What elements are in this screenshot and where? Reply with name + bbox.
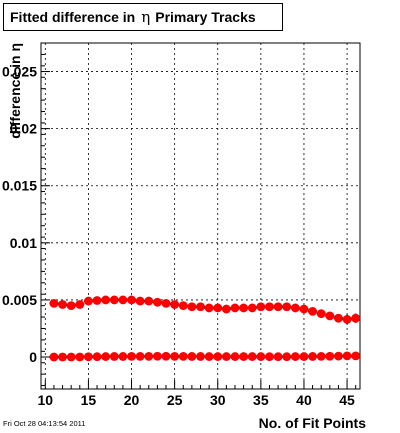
data-point [290, 352, 300, 361]
data-point [308, 352, 317, 361]
data-point [351, 351, 361, 361]
data-point [170, 300, 180, 309]
data-point [92, 296, 102, 305]
data-point [282, 352, 292, 362]
y-tick-label: 0.01 [10, 235, 37, 251]
chart-title-prefix: Fitted difference in [10, 9, 136, 25]
data-point [187, 302, 197, 312]
x-tick-label: 45 [339, 392, 355, 408]
data-point [204, 352, 214, 361]
data-point [92, 352, 102, 362]
data-point [308, 306, 317, 316]
data-point [316, 309, 326, 319]
data-point [230, 303, 240, 313]
data-point [265, 352, 274, 362]
data-point [49, 298, 59, 308]
data-point [66, 301, 76, 311]
x-tick-label: 15 [81, 392, 97, 408]
chart-title-symbol: η [141, 8, 151, 26]
y-axis-title: difference in η [7, 43, 23, 139]
y-tick-label: 0.025 [2, 64, 37, 80]
data-point [256, 352, 266, 361]
x-tick-label: 25 [167, 392, 183, 408]
data-point [118, 352, 128, 361]
x-axis-title: No. of Fit Points [259, 415, 367, 431]
data-point [204, 303, 214, 313]
data-point [325, 351, 335, 361]
chart-title-suffix: Primary Tracks [155, 9, 256, 25]
data-point [342, 351, 352, 361]
data-point [221, 352, 231, 361]
data-point [213, 303, 223, 313]
data-point [84, 296, 93, 306]
data-point [135, 351, 145, 361]
y-tick-label: 0.005 [2, 292, 37, 308]
data-point [334, 313, 343, 323]
x-tick-label: 35 [253, 392, 269, 408]
y-tick-label: 0 [29, 349, 37, 365]
data-point [109, 352, 119, 361]
data-point [342, 314, 352, 324]
data-point [187, 352, 197, 361]
data-point [135, 296, 145, 306]
data-point [334, 351, 343, 361]
data-point [127, 351, 136, 361]
data-point [290, 303, 300, 313]
data-point [351, 313, 361, 323]
data-point [196, 302, 205, 312]
data-point [84, 352, 93, 362]
footer-timestamp: Fri Oct 28 04:13:54 2011 [3, 419, 86, 428]
x-tick-label: 30 [210, 392, 226, 408]
data-point [265, 302, 274, 312]
data-series-1 [49, 295, 361, 324]
data-series-2 [49, 351, 361, 362]
data-point [299, 352, 309, 361]
data-point [221, 304, 231, 314]
data-point [256, 302, 266, 312]
data-point [101, 352, 111, 361]
x-tick-label: 40 [296, 392, 312, 408]
data-point [144, 351, 154, 361]
data-point [316, 351, 326, 361]
data-point [325, 311, 335, 321]
data-point [152, 297, 162, 307]
data-point [213, 352, 223, 361]
data-point [247, 352, 257, 361]
data-point [161, 351, 171, 361]
x-tick-label: 20 [124, 392, 140, 408]
y-tick-label: 0.015 [2, 178, 37, 194]
chart-title: Fitted difference in η Primary Tracks [3, 3, 283, 31]
data-point [299, 304, 309, 314]
data-point [49, 352, 59, 362]
data-point [127, 295, 136, 305]
data-point [170, 351, 180, 361]
data-point [66, 352, 76, 362]
data-point [144, 296, 154, 306]
data-point [178, 351, 188, 361]
data-point [247, 303, 257, 313]
data-point [230, 352, 240, 361]
data-point [239, 303, 249, 313]
data-point [109, 295, 119, 305]
data-point [273, 302, 283, 312]
plot-frame [40, 42, 361, 390]
data-point [58, 300, 67, 309]
data-point [161, 298, 171, 308]
data-point [75, 300, 85, 309]
x-tick-label: 10 [38, 392, 54, 408]
data-point [101, 295, 111, 305]
data-point [58, 352, 67, 362]
y-tick-label: 0.02 [10, 121, 37, 137]
data-point [118, 295, 128, 305]
data-point [282, 302, 292, 312]
data-point [273, 352, 283, 362]
data-point [196, 352, 205, 361]
data-point [75, 352, 85, 362]
data-point [178, 301, 188, 311]
data-point [152, 351, 162, 361]
data-point [239, 352, 249, 361]
